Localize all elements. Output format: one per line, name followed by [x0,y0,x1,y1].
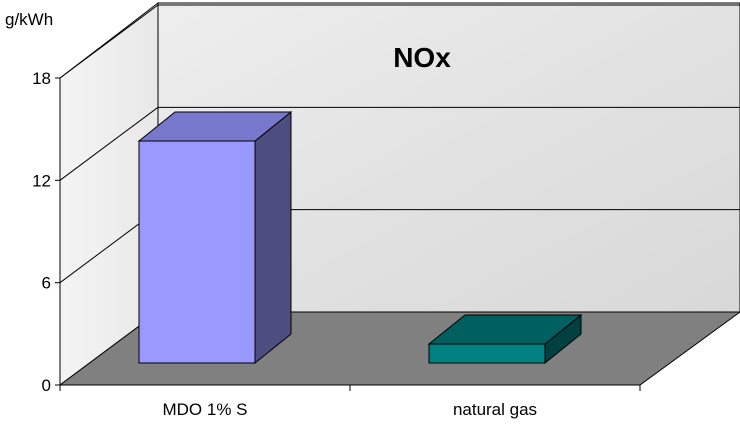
category-label: MDO 1% S [162,400,247,419]
y-tick-label: 12 [32,171,51,190]
bar-side [254,110,292,365]
gridline [59,4,159,79]
bars [137,110,583,365]
y-axis-unit-label: g/kWh [5,10,53,29]
bar-front [428,343,546,364]
category-label: natural gas [453,400,537,419]
bar-1 [137,110,293,365]
gridline [59,106,159,181]
bar-2 [427,313,583,365]
bar-front [138,140,256,364]
category-labels: MDO 1% S natural gas [162,400,537,419]
y-axis: 0 6 12 18 [32,69,641,395]
y-tick-label: 18 [32,69,51,88]
y-tick-label: 6 [42,274,51,293]
chart-title: NOx [393,42,451,73]
y-tick-label: 0 [42,376,51,395]
